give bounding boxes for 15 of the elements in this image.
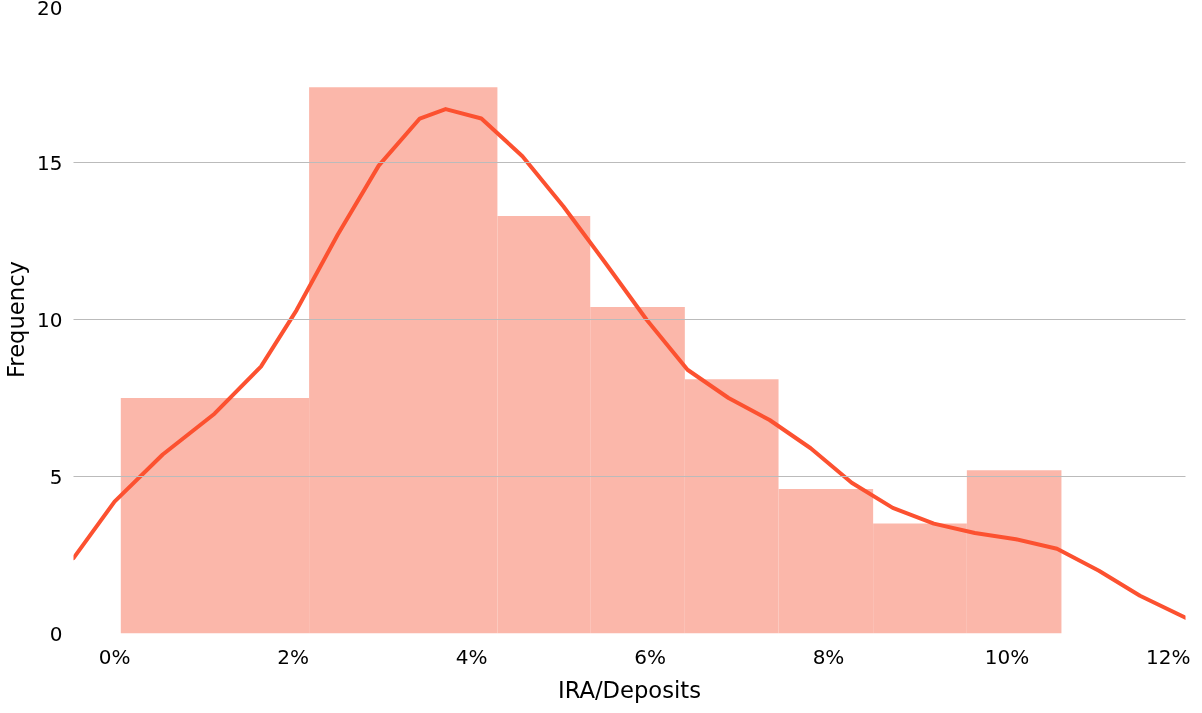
y-tick-label: 20 bbox=[37, 0, 63, 20]
y-axis-title: Frequency bbox=[3, 260, 30, 379]
x-tick-label: 2% bbox=[277, 644, 309, 669]
x-tick-label: 12% bbox=[1146, 644, 1191, 669]
x-tick-label: 4% bbox=[455, 644, 488, 669]
x-tick-label: 6% bbox=[634, 644, 666, 669]
x-tick-label: 0% bbox=[98, 644, 131, 669]
x-tick-label: 8% bbox=[812, 644, 845, 669]
y-tick-label: 0 bbox=[49, 621, 63, 646]
y-tick-label: 10 bbox=[37, 307, 63, 332]
line-series bbox=[73, 107, 1186, 620]
x-axis-title: IRA/Deposits bbox=[557, 676, 702, 703]
y-tick-label: 5 bbox=[49, 464, 63, 489]
y-tick-label: 15 bbox=[37, 150, 63, 175]
x-tick-label: 10% bbox=[984, 644, 1030, 669]
